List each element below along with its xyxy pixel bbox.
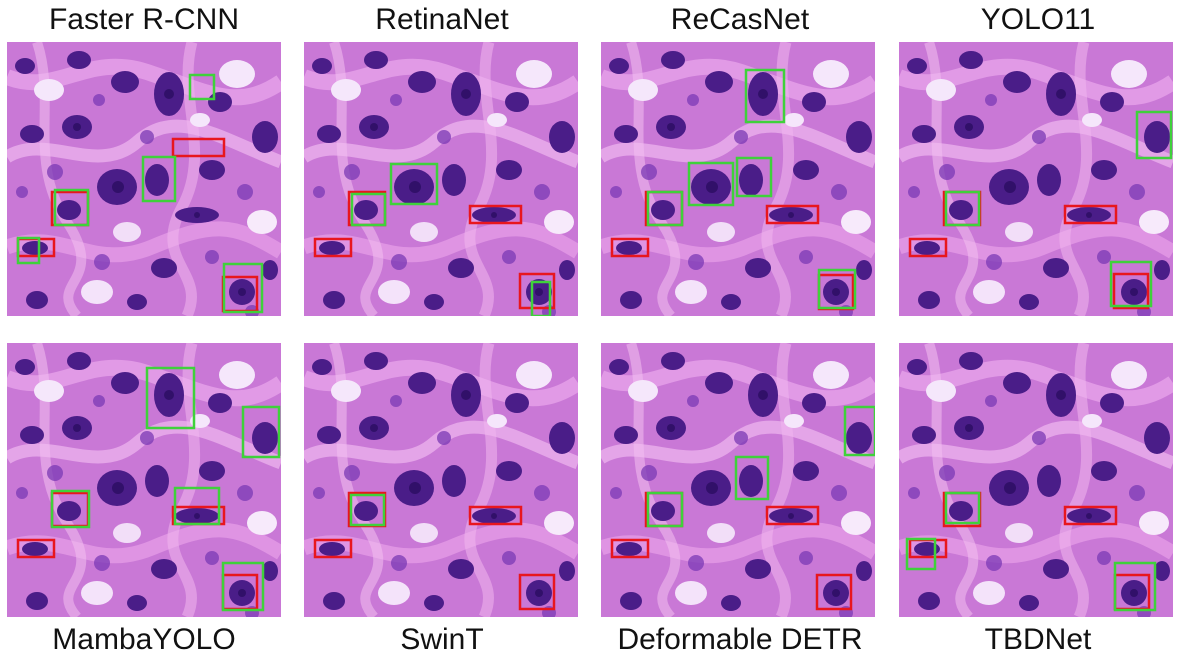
histology-image: [899, 42, 1173, 316]
detection-panel-recasnet: [601, 42, 875, 316]
ground-truth-box: [610, 237, 650, 258]
prediction-box: [646, 190, 684, 227]
ground-truth-box: [1063, 204, 1118, 225]
ground-truth-box: [908, 237, 948, 258]
histology-image: [7, 343, 281, 617]
detection-panel-yolo11: [899, 42, 1173, 316]
detection-panel-retinanet: [304, 42, 578, 316]
prediction-box: [145, 366, 196, 430]
method-label-deformable-detr: Deformable DETR: [617, 623, 863, 656]
prediction-box: [389, 162, 439, 206]
prediction-box: [687, 161, 735, 207]
ground-truth-box: [468, 204, 523, 225]
method-label-yolo11: YOLO11: [980, 3, 1096, 36]
prediction-box: [222, 262, 264, 314]
prediction-box: [16, 236, 41, 265]
ground-truth-box: [765, 505, 820, 526]
prediction-box: [349, 493, 386, 527]
ground-truth-box: [313, 538, 353, 559]
ground-truth-box: [518, 272, 556, 310]
prediction-box: [817, 268, 857, 310]
prediction-box: [646, 491, 684, 528]
prediction-box: [188, 73, 216, 101]
ground-truth-box: [16, 538, 56, 559]
histology-image: [601, 343, 875, 617]
histology-image: [899, 343, 1173, 617]
prediction-box: [744, 68, 786, 124]
prediction-box: [1135, 110, 1173, 160]
histology-image: [304, 343, 578, 617]
detection-panel-deformable-detr: [601, 343, 875, 617]
prediction-box: [944, 491, 981, 525]
ground-truth-box: [171, 137, 226, 158]
prediction-box: [735, 156, 773, 198]
detection-panel-swint: [304, 343, 578, 617]
detection-panel-faster-rcnn: [7, 42, 281, 316]
detection-panel-mambayolo: [7, 343, 281, 617]
method-label-retinanet: RetinaNet: [375, 3, 509, 36]
prediction-box: [843, 405, 875, 457]
prediction-box: [1109, 260, 1153, 308]
prediction-box: [944, 190, 981, 227]
prediction-box: [1113, 561, 1157, 612]
prediction-box: [241, 405, 281, 459]
ground-truth-box: [1112, 272, 1150, 310]
method-label-recasnet: ReCasNet: [670, 3, 810, 36]
histology-image: [7, 42, 281, 316]
histology-image: [304, 42, 578, 316]
prediction-box: [350, 192, 387, 227]
prediction-box: [221, 561, 265, 612]
method-label-swint: SwinT: [400, 623, 484, 656]
ground-truth-box: [815, 573, 853, 611]
ground-truth-box: [610, 538, 650, 559]
prediction-box: [141, 155, 177, 203]
method-label-faster-rcnn: Faster R-CNN: [48, 3, 239, 36]
prediction-box: [905, 537, 937, 571]
prediction-box: [53, 188, 90, 227]
ground-truth-box: [468, 505, 523, 526]
detection-panel-tbdnet: [899, 343, 1173, 617]
prediction-box: [734, 455, 770, 501]
histology-image: [601, 42, 875, 316]
ground-truth-box: [765, 204, 820, 225]
method-label-mambayolo: MambaYOLO: [52, 623, 236, 656]
prediction-box: [530, 280, 552, 316]
method-label-tbdnet: TBDNet: [984, 623, 1092, 656]
ground-truth-box: [1063, 505, 1118, 526]
ground-truth-box: [518, 573, 556, 611]
prediction-box: [173, 486, 221, 526]
prediction-box: [50, 489, 91, 529]
ground-truth-box: [313, 237, 353, 258]
